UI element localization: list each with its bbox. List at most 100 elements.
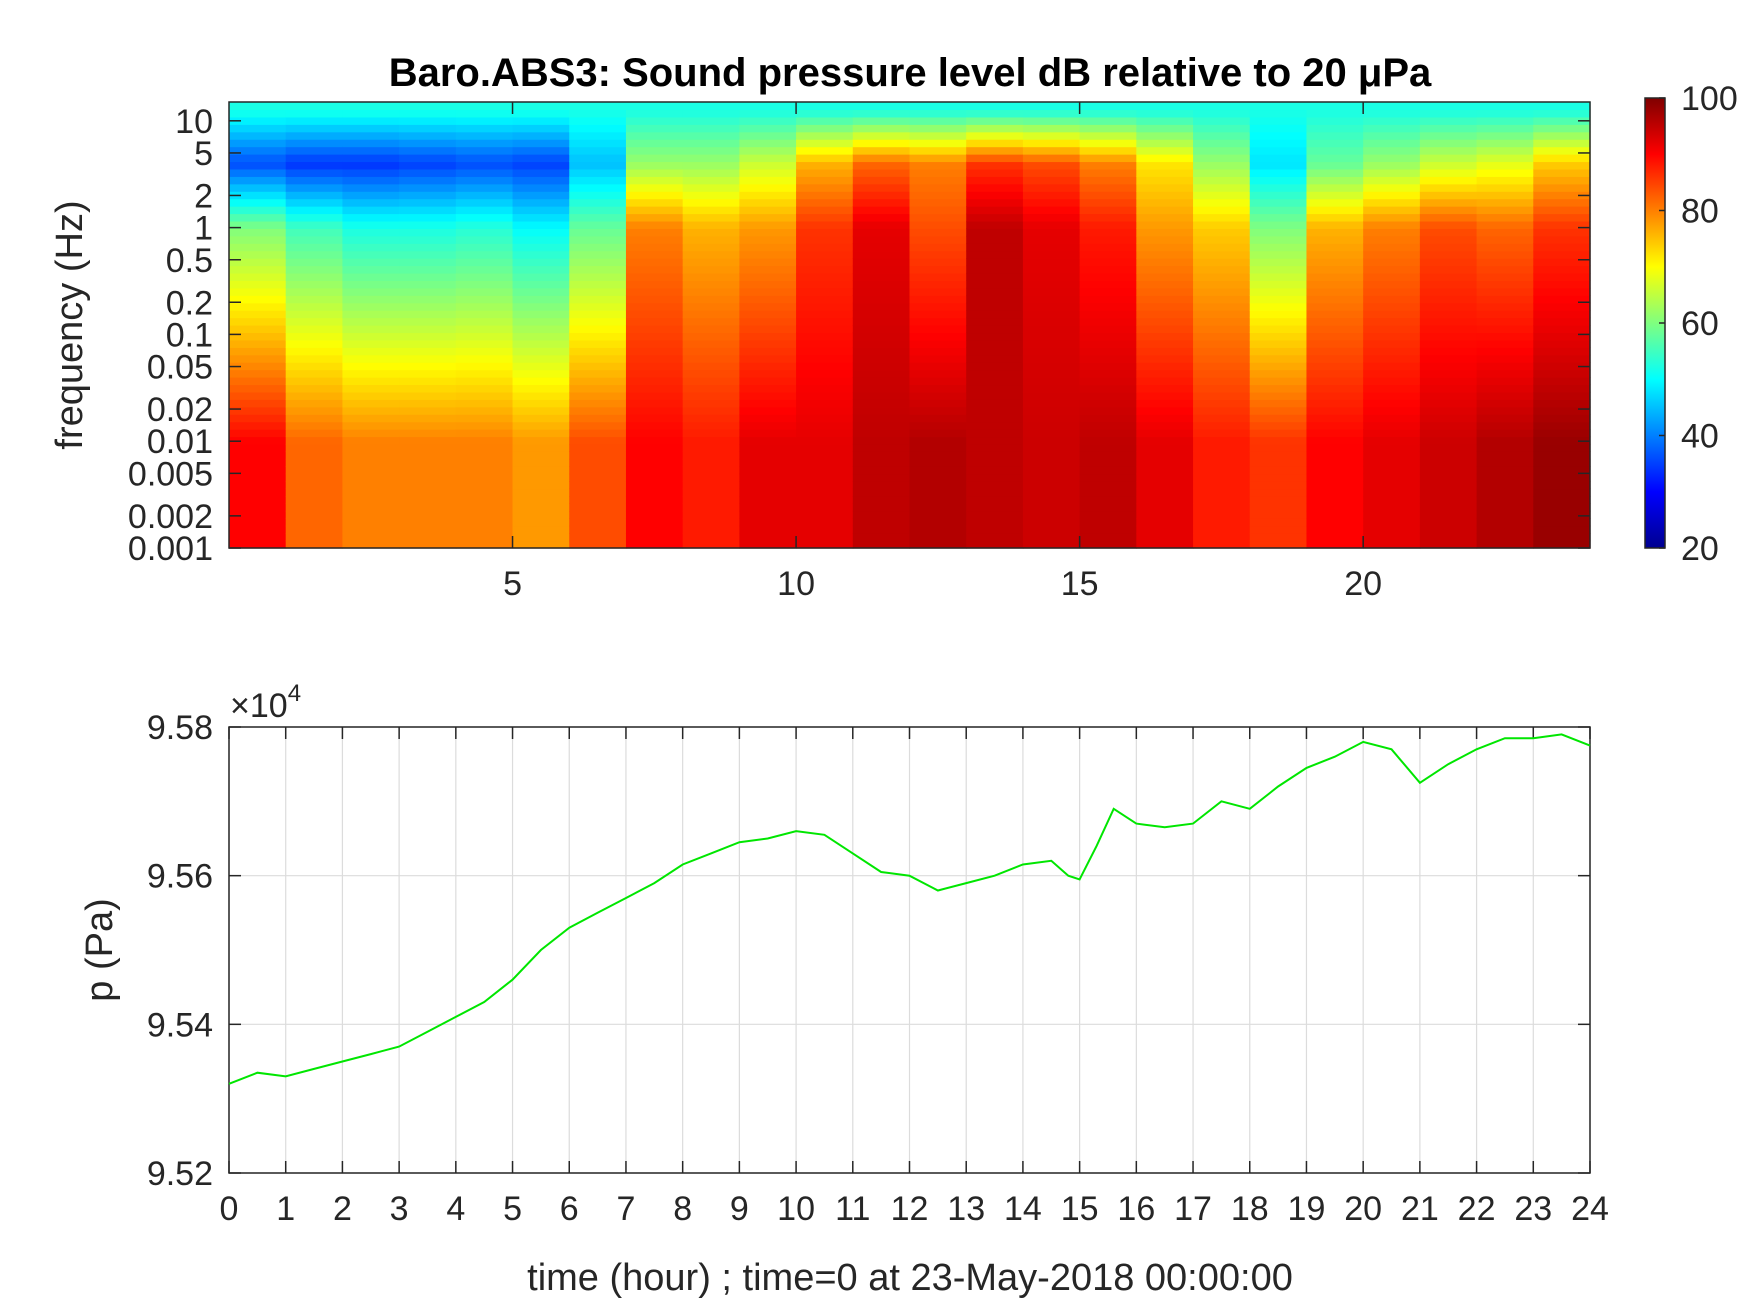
spectrogram-cell: [455, 198, 514, 207]
spectrogram-cell: [1306, 369, 1364, 378]
pressure-x-tick-label: 10: [777, 1190, 815, 1228]
spectrogram-cell: [399, 213, 457, 222]
spectrogram-y-tick-label: 0.05: [147, 349, 213, 387]
spectrogram-cell: [625, 518, 684, 527]
spectrogram-cell: [1363, 213, 1421, 222]
pressure-y-tick-label: 9.52: [147, 1155, 213, 1193]
spectrogram-cell: [1079, 495, 1137, 504]
spectrogram-cell: [739, 265, 797, 274]
spectrogram-cell: [285, 525, 344, 534]
spectrogram-cell: [569, 183, 627, 192]
spectrogram-cell: [285, 102, 344, 111]
spectrogram-cell: [682, 503, 740, 512]
spectrogram-cell: [852, 488, 911, 497]
spectrogram-cell: [1022, 533, 1081, 542]
spectrogram-cell: [399, 325, 457, 334]
spectrogram-cell: [1363, 339, 1421, 348]
spectrogram-cell: [1476, 287, 1534, 296]
spectrogram-cell: [1136, 258, 1194, 267]
spectrogram-cell: [625, 302, 684, 311]
spectrogram-cell: [229, 481, 287, 490]
spectrogram-cell: [909, 488, 967, 497]
spectrogram-cell: [1476, 258, 1534, 267]
spectrogram-cell: [1136, 488, 1194, 497]
spectrogram-cell: [1533, 176, 1591, 185]
spectrogram-cell: [1363, 406, 1421, 415]
spectrogram-cell: [1079, 139, 1137, 148]
spectrogram-cell: [512, 243, 570, 252]
spectrogram-cell: [1079, 488, 1137, 497]
spectrogram-cell: [455, 280, 514, 289]
spectrogram-cell: [682, 473, 740, 482]
spectrogram-cell: [1476, 206, 1534, 215]
spectrogram-cell: [512, 533, 570, 542]
spectrogram-cell: [1419, 406, 1478, 415]
spectrogram-cell: [1533, 488, 1591, 497]
spectrogram-cell: [399, 258, 457, 267]
spectrogram-cell: [1193, 295, 1251, 304]
spectrogram-cell: [512, 198, 570, 207]
spectrogram-cell: [1476, 235, 1534, 244]
spectrogram-cell: [1249, 399, 1308, 408]
spectrogram-cell: [342, 325, 400, 334]
spectrogram-cell: [342, 317, 400, 326]
spectrogram-cell: [1022, 109, 1081, 118]
spectrogram-cell: [966, 213, 1024, 222]
spectrogram-cell: [1249, 124, 1308, 133]
spectrogram-cell: [1476, 443, 1534, 452]
spectrogram-cell: [625, 525, 684, 534]
spectrogram-cell: [229, 250, 287, 259]
spectrogram-cell: [966, 458, 1024, 467]
spectrogram-cell: [569, 287, 627, 296]
spectrogram-cell: [796, 540, 854, 549]
spectrogram-cell: [1136, 391, 1194, 400]
spectrogram-cell: [569, 206, 627, 215]
spectrogram-cell: [1533, 533, 1591, 542]
spectrogram-cell: [1363, 354, 1421, 363]
spectrogram-cell: [229, 466, 287, 475]
spectrogram-cell: [966, 339, 1024, 348]
spectrogram-cell: [682, 220, 740, 229]
spectrogram-cell: [229, 213, 287, 222]
spectrogram-cell: [342, 332, 400, 341]
spectrogram-cell: [399, 540, 457, 549]
spectrogram-cell: [966, 154, 1024, 163]
spectrogram-cell: [1079, 451, 1137, 460]
spectrogram-cell: [342, 458, 400, 467]
spectrogram-cell: [1193, 317, 1251, 326]
spectrogram-cell: [966, 495, 1024, 504]
spectrogram-cell: [399, 406, 457, 415]
spectrogram-cell: [285, 414, 344, 423]
spectrogram-cell: [285, 206, 344, 215]
spectrogram-cell: [1193, 451, 1251, 460]
spectrogram-cell: [1306, 258, 1364, 267]
spectrogram-cell: [1306, 109, 1364, 118]
spectrogram-cell: [1363, 146, 1421, 155]
spectrogram-cell: [1022, 488, 1081, 497]
spectrogram-cell: [1363, 525, 1421, 534]
spectrogram-cell: [852, 124, 911, 133]
spectrogram-y-tick-label: 0.005: [128, 455, 213, 493]
spectrogram-cell: [1306, 191, 1364, 200]
spectrogram-cell: [1249, 191, 1308, 200]
spectrogram-cell: [1136, 131, 1194, 140]
spectrogram-cell: [1476, 295, 1534, 304]
spectrogram-cell: [342, 421, 400, 430]
spectrogram-cell: [682, 436, 740, 445]
spectrogram-cell: [512, 362, 570, 371]
spectrogram-cell: [399, 466, 457, 475]
spectrogram-cell: [625, 339, 684, 348]
spectrogram-cell: [342, 540, 400, 549]
spectrogram-cell: [796, 525, 854, 534]
spectrogram-cell: [1136, 280, 1194, 289]
spectrogram-cell: [682, 518, 740, 527]
spectrogram-cell: [455, 228, 514, 237]
spectrogram-cell: [569, 265, 627, 274]
spectrogram-cell: [1079, 213, 1137, 222]
spectrogram-cell: [1079, 191, 1137, 200]
spectrogram-y-tick-label: 0.01: [147, 423, 213, 461]
spectrogram-cell: [512, 191, 570, 200]
spectrogram-cell: [455, 102, 514, 111]
spectrogram-cell: [342, 406, 400, 415]
spectrogram-cell: [625, 377, 684, 386]
